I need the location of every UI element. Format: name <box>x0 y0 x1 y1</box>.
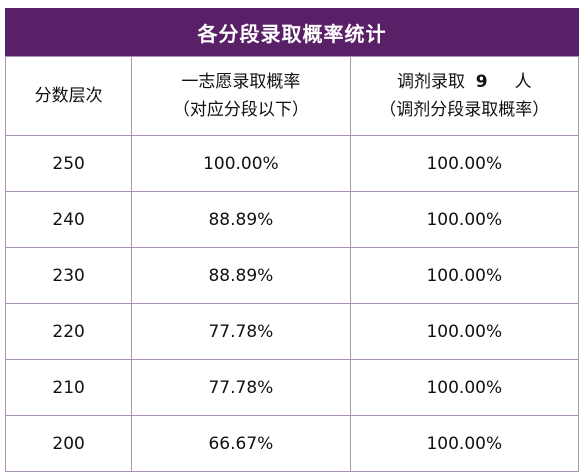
cell-score: 200 <box>4 415 133 472</box>
header-adjustment-line1: 调剂录取 9 人 <box>351 68 578 96</box>
cell-first-choice: 77.78% <box>131 359 351 416</box>
cell-first-choice: 100.00% <box>131 135 351 192</box>
cell-score: 220 <box>4 303 133 360</box>
header-adjustment-prefix: 调剂录取 <box>396 72 465 92</box>
probability-table: 分数层次 一志愿录取概率 （对应分段以下） 调剂录取 9 人 （调剂分段录取概率… <box>4 56 580 472</box>
cell-score: 240 <box>4 191 133 248</box>
header-adjustment-line2: （调剂分段录取概率） <box>379 100 550 120</box>
table-row: 250 100.00% 100.00% <box>4 135 580 192</box>
table-row: 200 66.67% 100.00% <box>4 415 580 472</box>
header-adjustment-count: 9 <box>475 72 488 92</box>
probability-sheet: 各分段录取概率统计 分数层次 一志愿录取概率 （对应分段以下） 调剂录取 9 人… <box>4 8 580 472</box>
cell-adjustment: 100.00% <box>349 415 580 472</box>
header-first-choice-line2: （对应分段以下） <box>172 100 309 120</box>
cell-first-choice: 88.89% <box>131 191 351 248</box>
cell-first-choice: 66.67% <box>131 415 351 472</box>
header-adjustment-suffix: 人 <box>514 72 532 92</box>
table-header-row: 分数层次 一志愿录取概率 （对应分段以下） 调剂录取 9 人 （调剂分段录取概率… <box>4 56 580 136</box>
cell-first-choice: 88.89% <box>131 247 351 304</box>
table-row: 220 77.78% 100.00% <box>4 303 580 360</box>
cell-score: 210 <box>4 359 133 416</box>
cell-adjustment: 100.00% <box>349 247 580 304</box>
cell-first-choice: 77.78% <box>131 303 351 360</box>
header-score-level: 分数层次 <box>4 56 133 136</box>
sheet-title: 各分段录取概率统计 <box>5 8 579 56</box>
table-row: 240 88.89% 100.00% <box>4 191 580 248</box>
cell-score: 250 <box>4 135 133 192</box>
table-row: 210 77.78% 100.00% <box>4 359 580 416</box>
cell-adjustment: 100.00% <box>349 303 580 360</box>
cell-adjustment: 100.00% <box>349 135 580 192</box>
cell-adjustment: 100.00% <box>349 191 580 248</box>
header-first-choice: 一志愿录取概率 （对应分段以下） <box>131 56 351 136</box>
table-row: 230 88.89% 100.00% <box>4 247 580 304</box>
cell-score: 230 <box>4 247 133 304</box>
cell-adjustment: 100.00% <box>349 359 580 416</box>
header-first-choice-line1: 一志愿录取概率 <box>181 72 301 92</box>
header-adjustment: 调剂录取 9 人 （调剂分段录取概率） <box>349 56 580 136</box>
